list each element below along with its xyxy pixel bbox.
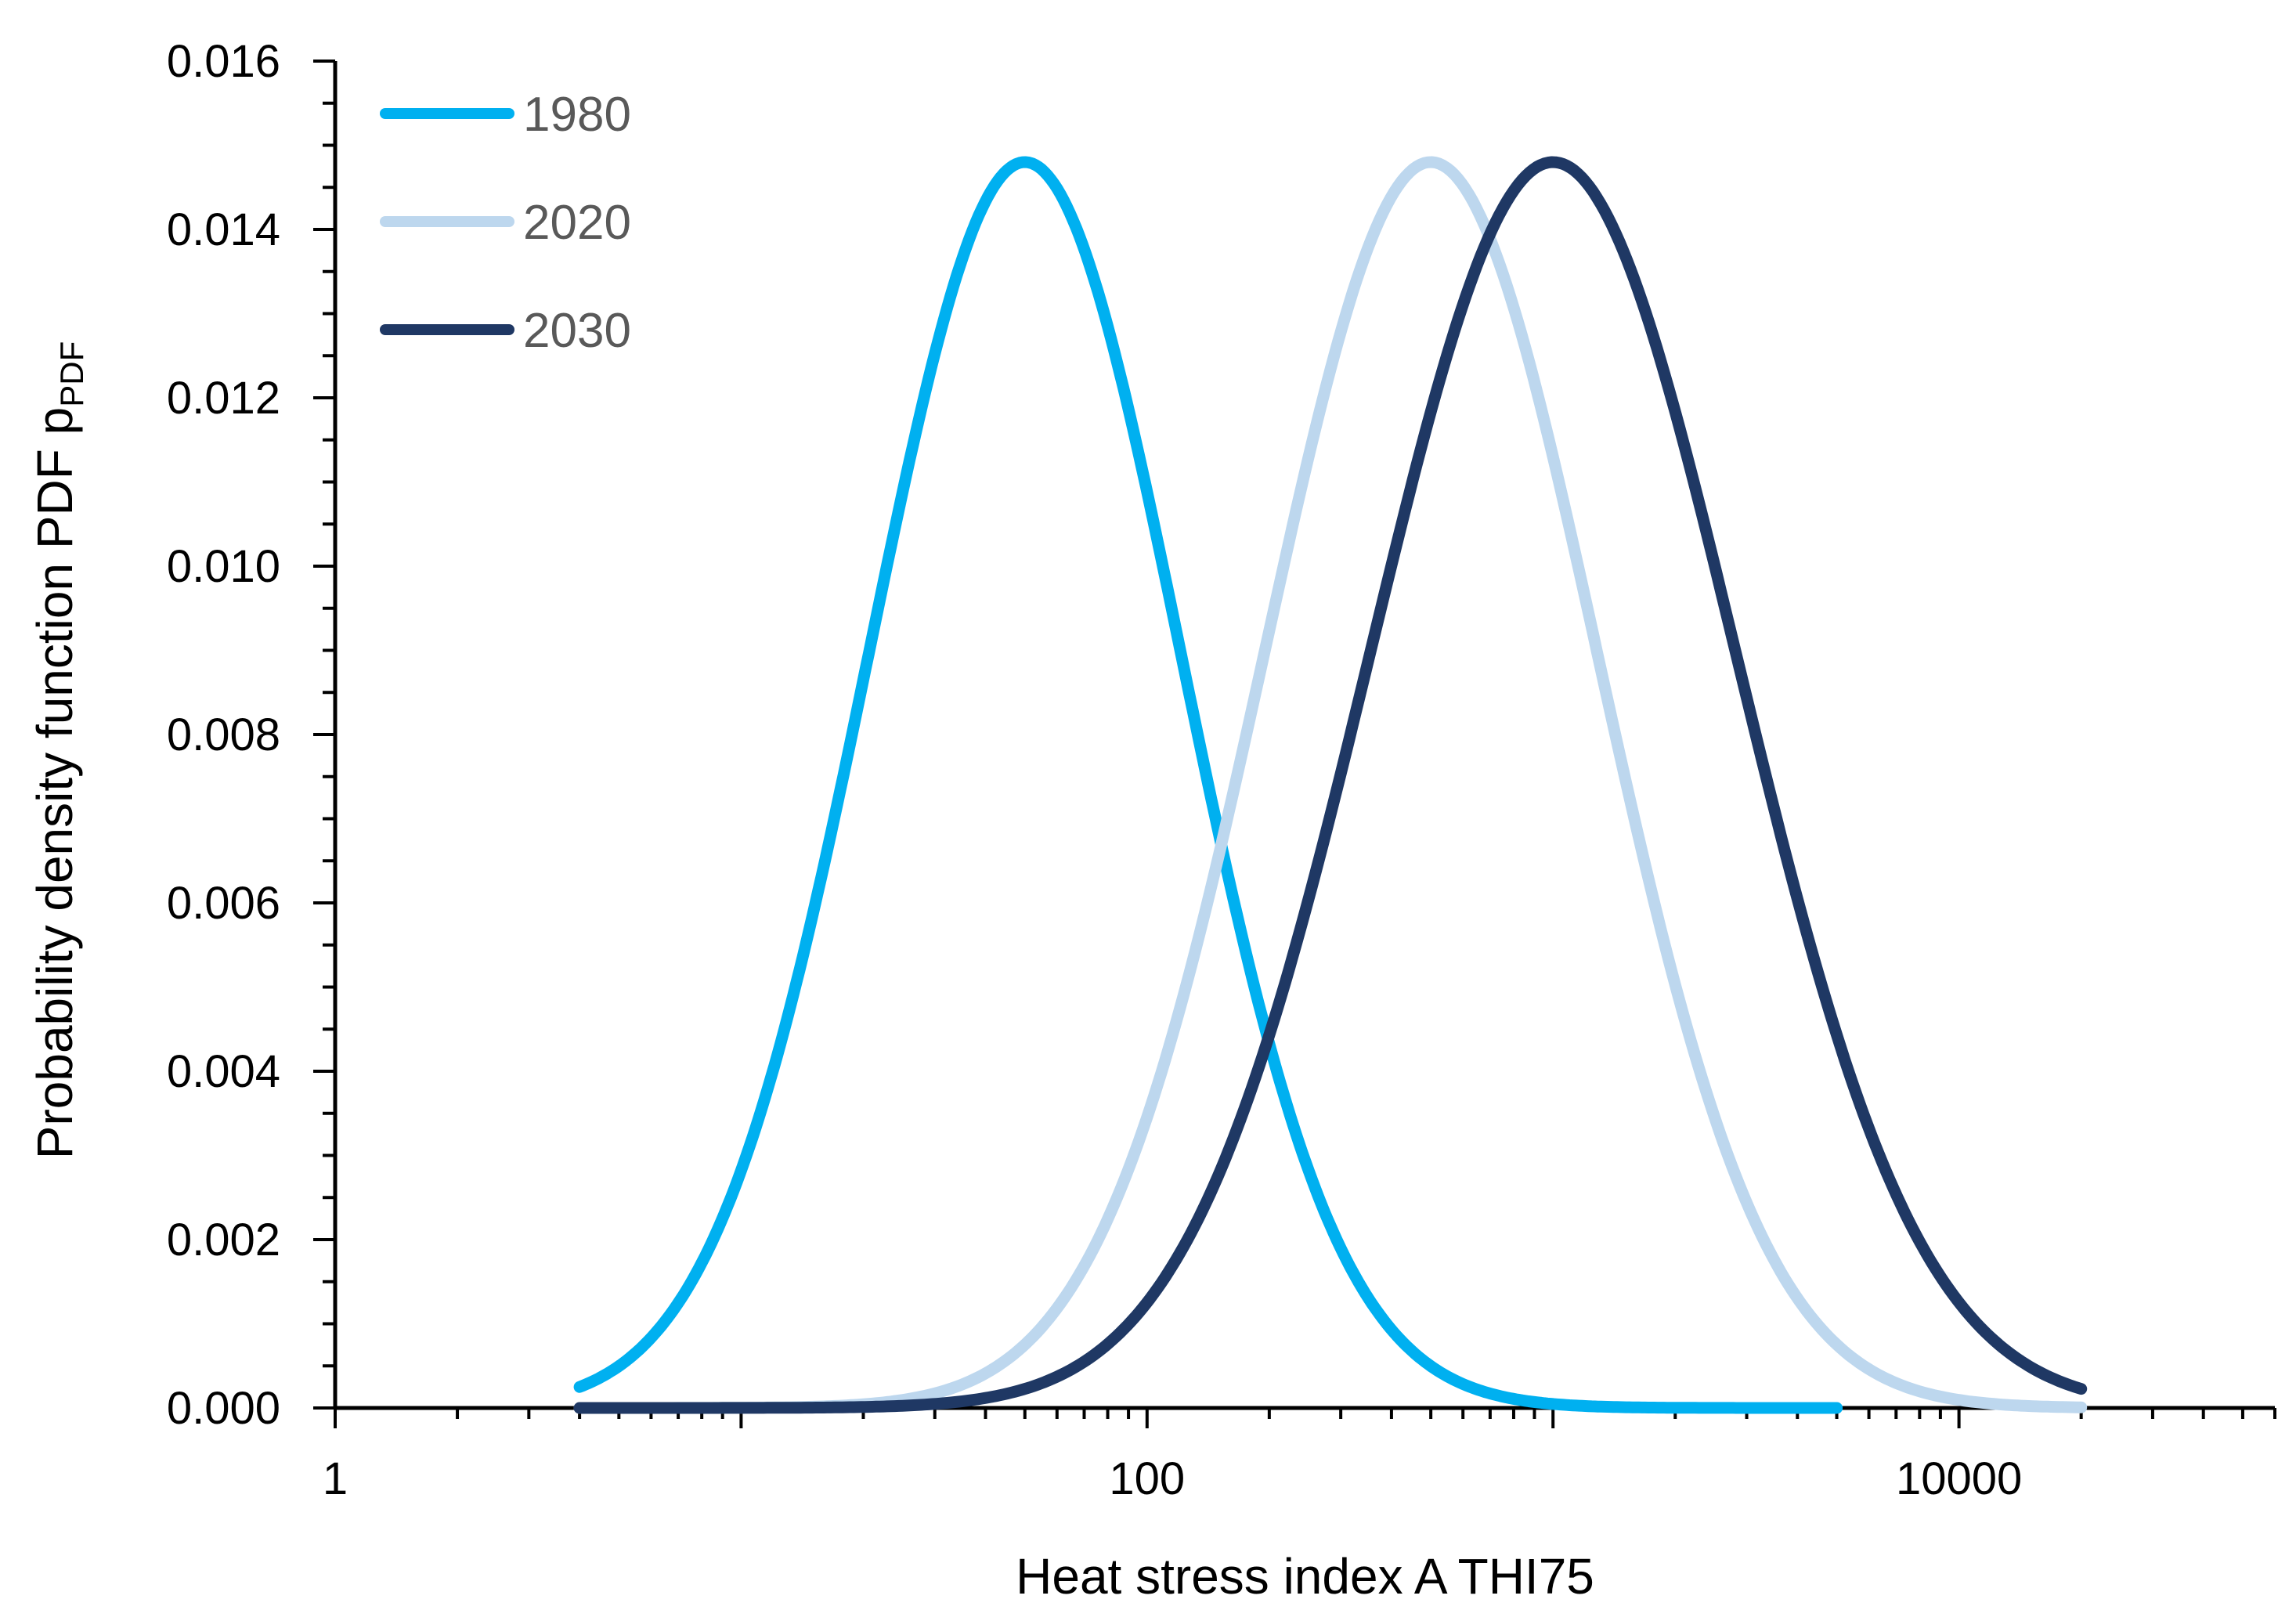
y-tick-label: 0.014 (167, 204, 280, 255)
y-axis-title-main: Probability density function PDF p (27, 407, 83, 1159)
legend-label-1980: 1980 (523, 88, 631, 142)
x-ticks: 1 100 10000 (323, 1408, 2276, 1504)
legend-label-2020: 2020 (523, 196, 631, 250)
y-tick-label: 0.008 (167, 709, 280, 760)
y-tick-label: 0.006 (167, 878, 280, 929)
x-tick-label: 10000 (1896, 1453, 2022, 1504)
y-tick-label: 0.000 (167, 1383, 280, 1434)
y-ticks: 0.000 0.002 0.004 0.006 0.008 0.010 0.012 0.014… (167, 36, 335, 1434)
y-axis-title: Probability density function PDF pPDF (27, 341, 90, 1159)
series-lines (573, 156, 2088, 1414)
x-axis-title: Heat stress index A THI75 (1016, 1548, 1594, 1605)
y-tick-label: 0.010 (167, 541, 280, 592)
x-tick-label: 1 (323, 1453, 348, 1504)
x-tick-label: 100 (1109, 1453, 1185, 1504)
legend-label-2030: 2030 (523, 304, 631, 358)
y-tick-label: 0.012 (167, 373, 280, 424)
y-tick-label: 0.002 (167, 1215, 280, 1265)
y-tick-label: 0.016 (167, 36, 280, 87)
y-tick-label: 0.004 (167, 1046, 280, 1097)
legend: 1980 2020 2030 (380, 88, 631, 358)
axes (333, 61, 2275, 1410)
series-line-2030 (573, 156, 2088, 1414)
y-axis-title-subscript: PDF (53, 341, 90, 407)
series-line-1980 (573, 156, 1843, 1414)
